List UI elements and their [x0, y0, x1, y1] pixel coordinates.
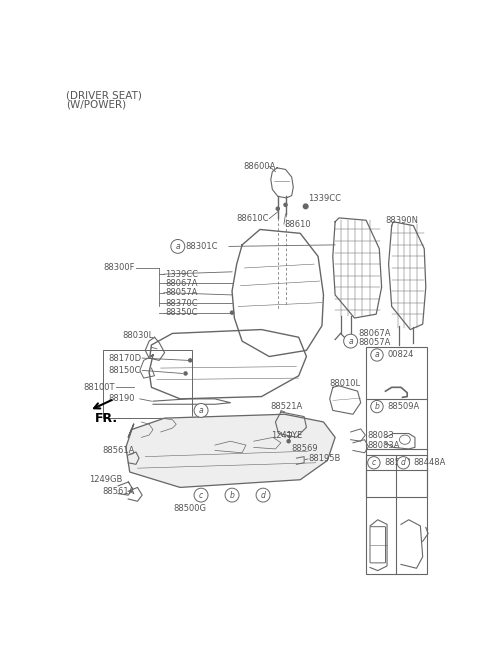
Text: 88390N: 88390N: [385, 215, 419, 225]
Text: 88010L: 88010L: [330, 379, 361, 388]
Text: FR.: FR.: [95, 412, 118, 424]
Text: 88057A: 88057A: [166, 288, 198, 297]
Text: a: a: [199, 406, 204, 415]
Circle shape: [189, 359, 192, 362]
Text: 88301C: 88301C: [186, 242, 218, 251]
Text: c: c: [372, 458, 376, 467]
Text: 88195B: 88195B: [308, 454, 340, 463]
Text: a: a: [348, 336, 353, 346]
Circle shape: [368, 457, 380, 469]
Circle shape: [230, 311, 234, 314]
Circle shape: [344, 334, 358, 348]
Text: a: a: [176, 242, 180, 251]
Text: 88448A: 88448A: [413, 458, 446, 467]
Text: 88300F: 88300F: [103, 264, 135, 272]
Text: c: c: [199, 490, 203, 500]
Text: 88569: 88569: [291, 444, 318, 453]
Text: d: d: [401, 458, 406, 467]
Text: 1339CC: 1339CC: [308, 194, 341, 203]
Text: d: d: [261, 490, 265, 500]
Text: 88170D: 88170D: [109, 354, 142, 363]
Text: b: b: [229, 490, 235, 500]
Text: 88067A: 88067A: [359, 329, 391, 338]
Text: 88561A: 88561A: [103, 446, 135, 455]
Text: 00824: 00824: [387, 350, 413, 360]
Text: 88509A: 88509A: [387, 402, 420, 411]
Text: 1339CC: 1339CC: [166, 270, 198, 279]
Circle shape: [194, 488, 208, 502]
Circle shape: [303, 204, 308, 209]
Text: 88610: 88610: [285, 219, 312, 229]
Circle shape: [225, 488, 239, 502]
Text: b: b: [374, 402, 379, 411]
Circle shape: [371, 401, 383, 412]
Circle shape: [171, 239, 185, 253]
Text: 88190: 88190: [109, 395, 135, 403]
Circle shape: [371, 349, 383, 361]
Text: 88500G: 88500G: [174, 504, 207, 514]
Text: 88100T: 88100T: [83, 383, 115, 392]
Text: 88370C: 88370C: [166, 299, 198, 308]
Text: 88030L: 88030L: [122, 331, 153, 340]
Text: 88350C: 88350C: [166, 308, 198, 317]
Text: 88057A: 88057A: [359, 338, 391, 347]
Text: 88067A: 88067A: [166, 279, 198, 288]
Text: 88561A: 88561A: [103, 486, 135, 496]
Text: (W/POWER): (W/POWER): [66, 99, 126, 109]
Text: 1241YE: 1241YE: [271, 430, 302, 440]
Circle shape: [276, 207, 279, 210]
Text: (DRIVER SEAT): (DRIVER SEAT): [66, 90, 142, 100]
Polygon shape: [126, 414, 335, 487]
Circle shape: [287, 440, 290, 443]
Text: 88150C: 88150C: [109, 366, 141, 375]
Circle shape: [194, 403, 208, 417]
Text: 88083: 88083: [367, 430, 394, 440]
Text: 88600A: 88600A: [243, 162, 275, 171]
Circle shape: [256, 488, 270, 502]
Circle shape: [184, 372, 187, 375]
Text: 88521A: 88521A: [271, 402, 303, 411]
Text: 88583: 88583: [384, 458, 411, 467]
Text: a: a: [375, 350, 379, 360]
Text: 88083A: 88083A: [367, 442, 399, 450]
Text: 1249GB: 1249GB: [89, 475, 123, 485]
Circle shape: [397, 457, 409, 469]
Text: 88610C: 88610C: [237, 214, 269, 223]
Circle shape: [284, 204, 287, 206]
